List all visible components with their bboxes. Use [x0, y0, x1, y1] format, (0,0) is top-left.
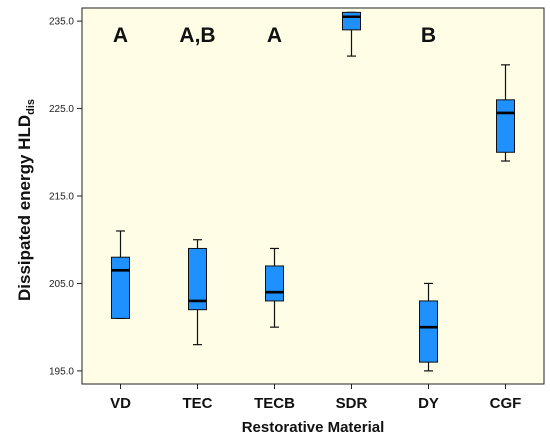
y-tick-label: 225.0 [49, 104, 74, 115]
box-tecb [265, 247, 284, 328]
x-tick-label: SDR [336, 395, 368, 412]
y-tick-label: 195.0 [49, 366, 74, 377]
y-axis-title-main: Dissipated energy HLD [15, 115, 34, 301]
box-sdr [342, 11, 361, 57]
iqr-box [265, 265, 284, 302]
x-tick-label: VD [110, 395, 131, 412]
box-cgf [496, 64, 515, 162]
box-dy [419, 282, 438, 372]
iqr-box [496, 99, 515, 153]
x-axis-title: Restorative Material [242, 419, 385, 436]
box-tec [188, 239, 207, 346]
x-tick-label: CGF [490, 395, 522, 412]
x-tick-label: DY [418, 395, 439, 412]
iqr-box [188, 247, 207, 311]
y-tick-label: 235.0 [49, 17, 74, 28]
x-tick-label: TECB [254, 395, 295, 412]
box-series [111, 11, 515, 372]
x-tick-label: TEC [183, 395, 213, 412]
y-tick-label: 215.0 [49, 192, 74, 203]
plot-area [81, 7, 545, 385]
group-label: A,B [179, 24, 215, 47]
x-axis: VD TEC TECB SDR DY CGF [110, 384, 521, 412]
box-vd [111, 230, 130, 320]
group-label: B [421, 24, 436, 47]
group-label: A [113, 24, 128, 47]
group-labels: A A,B A B [113, 24, 436, 47]
y-axis: 195.0 205.0 215.0 225.0 235.0 [49, 17, 82, 377]
y-tick-label: 205.0 [49, 279, 74, 290]
iqr-box [419, 300, 438, 363]
iqr-box [342, 11, 361, 31]
y-axis-title-subscript: dis [25, 99, 37, 115]
iqr-box [111, 256, 130, 319]
group-label: A [267, 24, 282, 47]
y-axis-title: Dissipated energy HLDdis [15, 99, 37, 301]
